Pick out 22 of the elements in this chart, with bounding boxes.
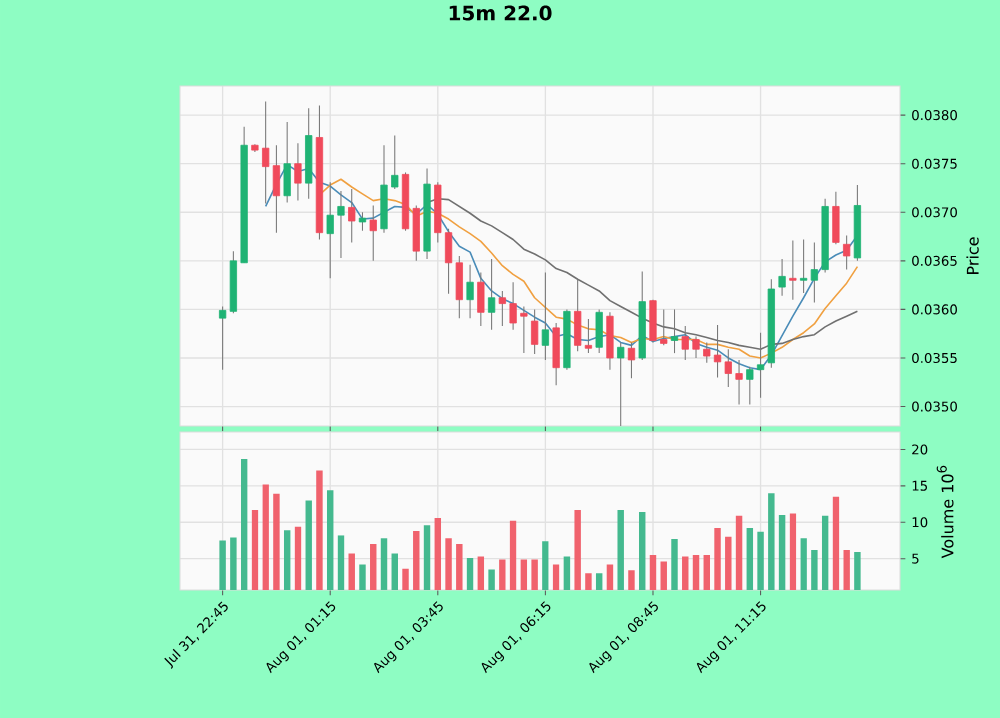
candlestick [477,271,485,327]
candlestick [369,204,377,262]
candlestick [595,308,603,354]
candlestick [294,142,302,202]
y-axis-title: Price [966,237,979,274]
candlestick [305,107,313,200]
candlestick [283,121,291,204]
candlestick [552,322,560,386]
candlestick [778,258,786,297]
candlestick [843,235,851,271]
candlestick [606,311,614,371]
chart-title: 15m 22.0 [449,5,552,21]
candlestick [541,271,550,361]
y-axis-title: Volume 10$^{6}$ [936,465,954,559]
candlestick [832,191,840,245]
candlestick [466,264,474,319]
candlestick [789,239,797,301]
candlestick [627,341,636,379]
candlestick [531,308,539,355]
candlestick [348,188,356,243]
candlestick [487,258,496,331]
candlestick [358,211,367,232]
